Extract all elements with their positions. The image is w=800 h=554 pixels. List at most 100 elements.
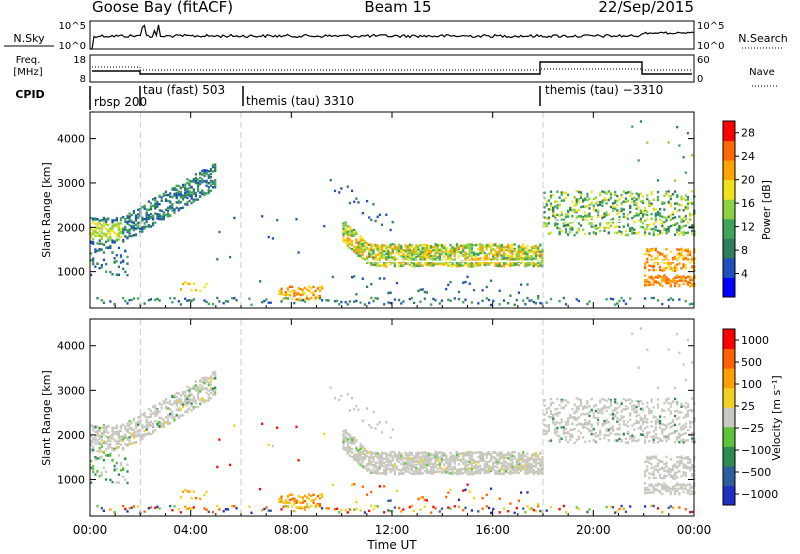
velocity-cell xyxy=(100,471,103,474)
power-cell xyxy=(560,191,563,194)
power-cell xyxy=(620,195,623,198)
power-cell xyxy=(167,209,170,212)
velocity-cell xyxy=(496,462,499,465)
velocity-cell xyxy=(380,431,384,434)
velocity-cell xyxy=(443,471,446,474)
velocity-cell xyxy=(173,395,176,399)
velocity-cell xyxy=(363,447,366,450)
velocity-cell xyxy=(363,454,366,457)
power-cell xyxy=(472,244,476,247)
power-cell xyxy=(661,202,664,205)
power-cell xyxy=(624,229,627,233)
power-cell xyxy=(406,252,409,255)
power-cell xyxy=(472,257,476,261)
power-cell xyxy=(344,301,347,304)
velocity-cell xyxy=(156,422,159,426)
velocity-cell xyxy=(348,409,351,412)
power-cell xyxy=(98,248,101,251)
power-cell xyxy=(607,221,610,224)
velocity-cell xyxy=(417,459,420,462)
velocity-cell xyxy=(90,439,93,442)
power-cell xyxy=(528,251,531,254)
velocity-cell xyxy=(370,470,373,473)
power-cell xyxy=(355,249,358,253)
velocity-cell xyxy=(477,510,480,513)
power-cell xyxy=(293,301,296,305)
colorbar-segment xyxy=(723,140,735,161)
velocity-cell xyxy=(124,457,127,461)
velocity-cell xyxy=(278,500,281,503)
velocity-cell xyxy=(417,470,420,474)
velocity-cell xyxy=(209,387,212,390)
power-cell xyxy=(113,223,116,226)
velocity-cell xyxy=(449,451,452,454)
power-cell xyxy=(635,198,638,201)
power-cell xyxy=(111,227,114,230)
power-cell xyxy=(361,249,364,252)
power-cell xyxy=(90,273,93,277)
power-cell xyxy=(395,281,399,285)
velocity-cell xyxy=(94,426,97,429)
velocity-cell xyxy=(475,460,478,463)
power-cell xyxy=(141,216,144,219)
power-cell xyxy=(186,190,189,193)
velocity-cell xyxy=(184,396,187,399)
power-cell xyxy=(443,260,446,264)
power-cell xyxy=(556,207,559,210)
velocity-cell xyxy=(109,446,112,449)
velocity-cell xyxy=(372,458,375,461)
power-cell xyxy=(614,190,617,194)
power-cell xyxy=(629,194,632,197)
velocity-cell xyxy=(126,510,129,513)
power-cell xyxy=(571,200,574,203)
power-cell xyxy=(502,248,506,251)
velocity-cell xyxy=(468,453,471,457)
power-cell xyxy=(530,250,533,253)
velocity-cell xyxy=(197,405,200,409)
velocity-cell xyxy=(357,451,360,455)
power-cell xyxy=(560,210,563,214)
power-cell xyxy=(650,249,653,252)
power-cell xyxy=(457,246,461,250)
velocity-cell xyxy=(115,424,118,427)
velocity-cell xyxy=(366,451,369,454)
power-cell xyxy=(599,192,602,195)
velocity-cell xyxy=(432,471,435,474)
power-cell xyxy=(353,200,356,203)
power-cell xyxy=(545,301,548,304)
velocity-cell xyxy=(515,464,518,467)
velocity-cell xyxy=(194,496,197,500)
velocity-cell xyxy=(113,426,116,430)
velocity-cell xyxy=(115,467,118,471)
power-cell xyxy=(410,249,414,252)
velocity-cell xyxy=(520,466,523,469)
velocity-cell xyxy=(507,464,510,467)
velocity-cell xyxy=(472,451,476,455)
velocity-cell xyxy=(490,456,493,460)
velocity-cell xyxy=(532,460,535,464)
power-cell xyxy=(477,264,480,267)
power-cell xyxy=(451,246,454,249)
velocity-cell xyxy=(522,455,525,458)
power-cell xyxy=(214,181,217,185)
velocity-cell xyxy=(470,467,473,471)
power-cell xyxy=(361,237,364,240)
power-cell xyxy=(109,237,112,240)
power-cell xyxy=(218,230,221,234)
power-gap-line xyxy=(545,220,632,223)
power-cell xyxy=(447,264,450,267)
velocity-cell xyxy=(413,466,416,469)
power-cell xyxy=(164,199,168,202)
power-cell xyxy=(479,252,482,255)
power-cell xyxy=(633,203,636,206)
velocity-cell xyxy=(404,451,407,455)
power-cell xyxy=(408,254,411,257)
power-cell xyxy=(184,203,187,206)
power-cell xyxy=(385,244,388,248)
velocity-cell xyxy=(428,471,431,474)
power-cell xyxy=(622,200,625,203)
power-cell xyxy=(359,237,362,240)
velocity-cell xyxy=(423,456,426,459)
power-cell xyxy=(661,302,664,306)
power-cell xyxy=(402,256,405,259)
